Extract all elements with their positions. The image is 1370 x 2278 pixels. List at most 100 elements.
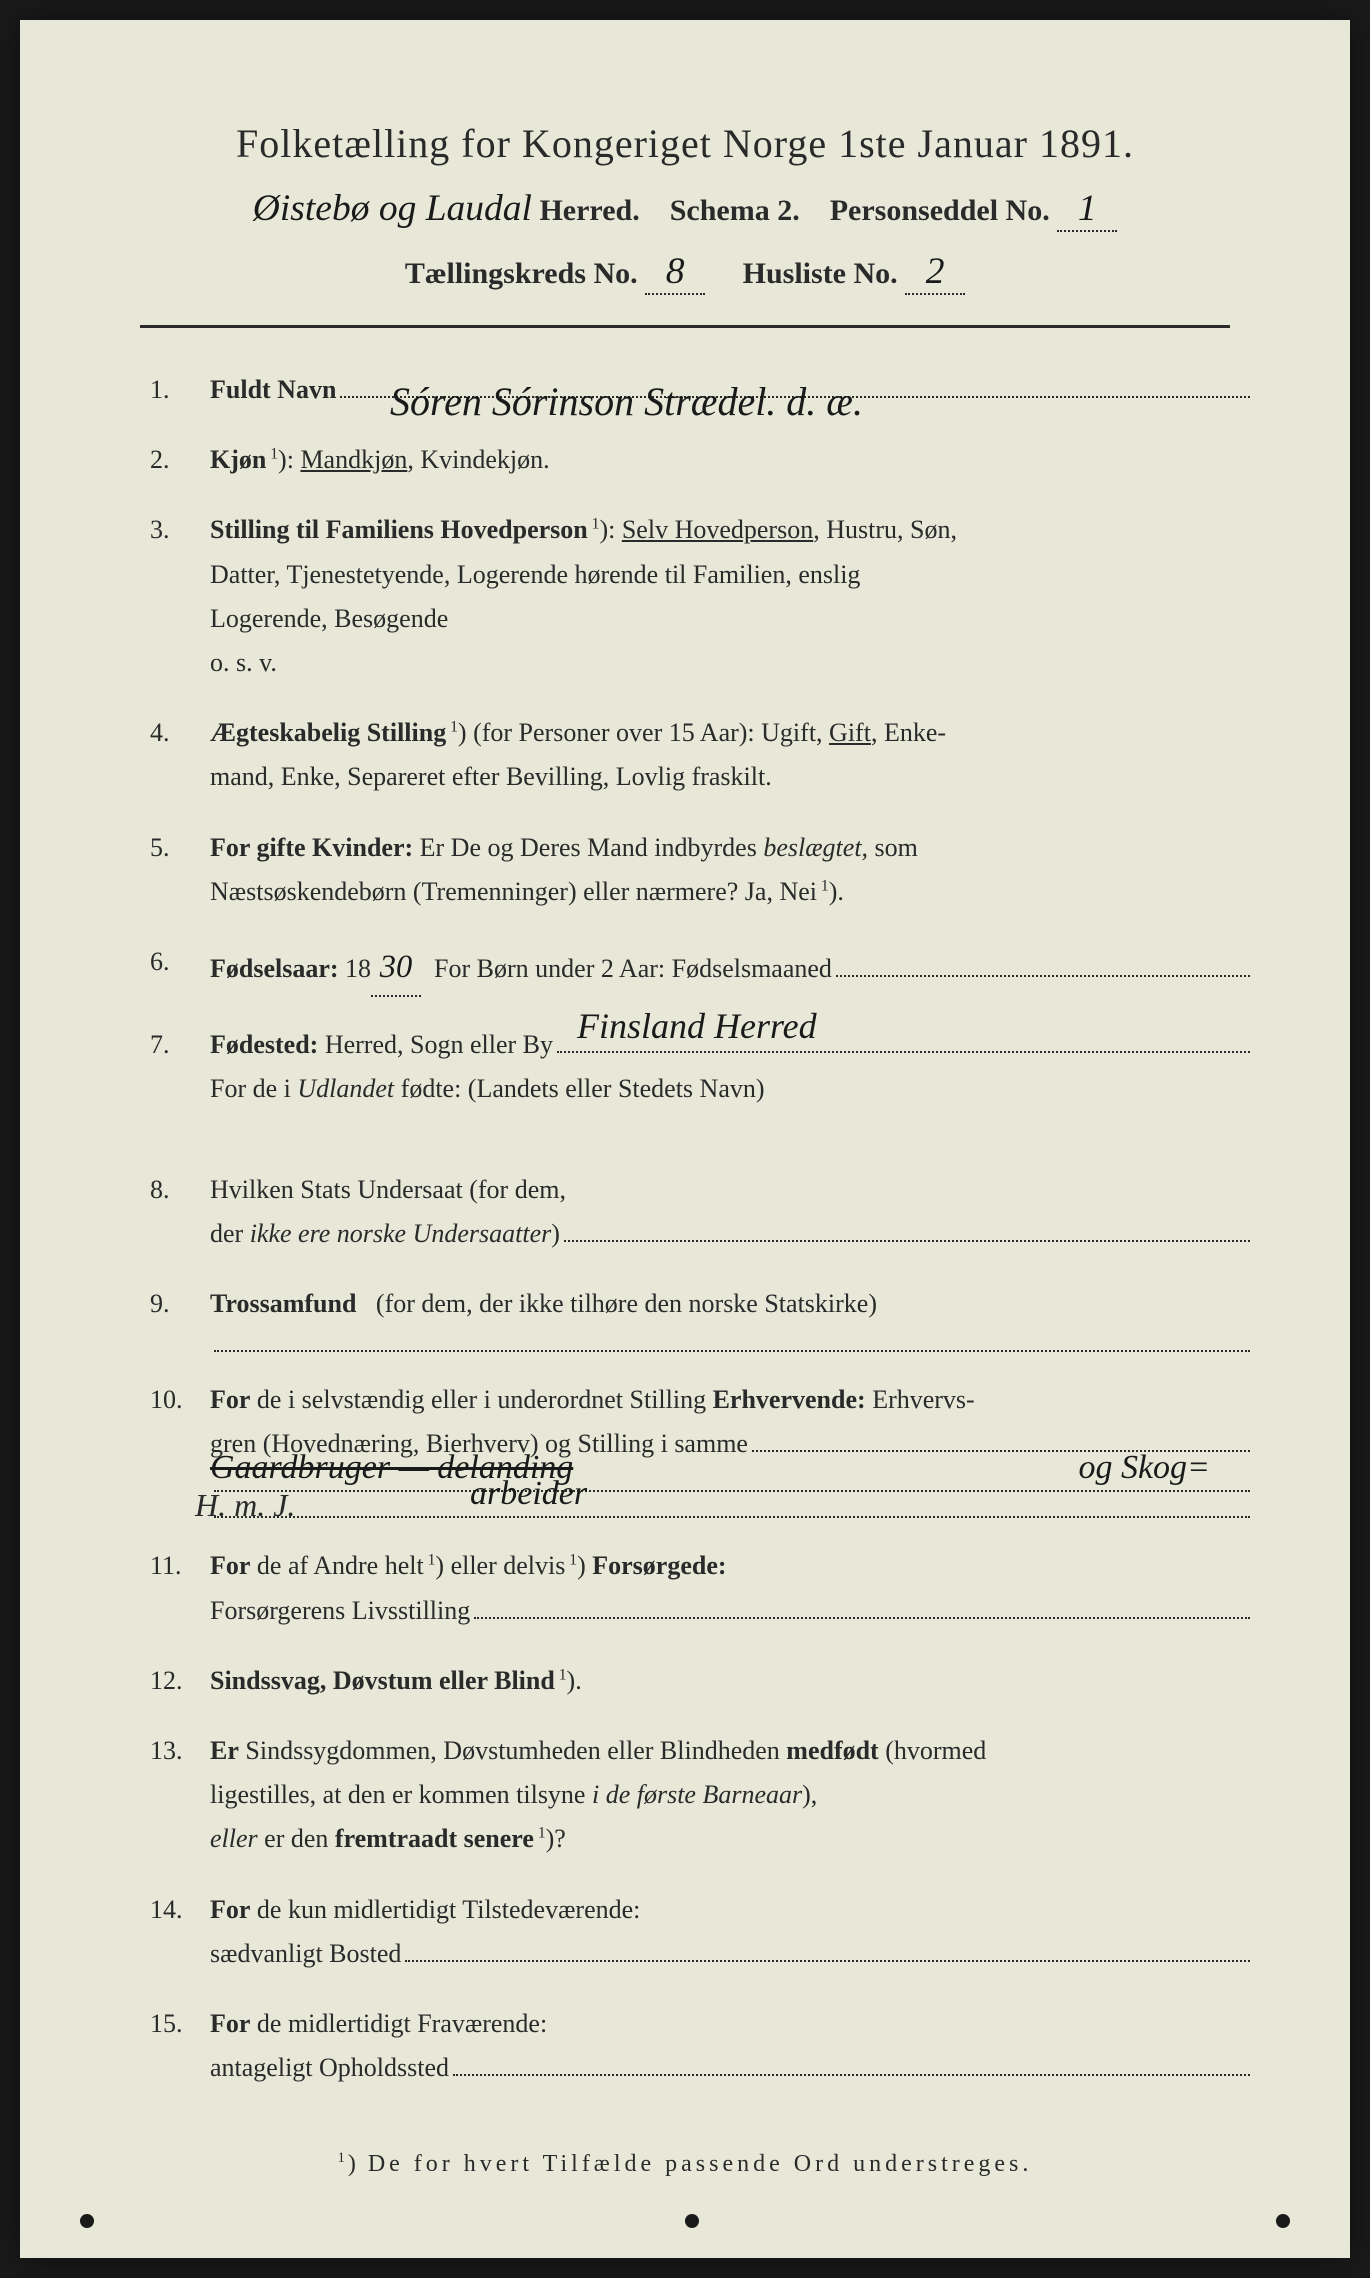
item-8-line2a: der bbox=[210, 1212, 243, 1256]
item-5-label: For gifte Kvinder: bbox=[210, 833, 413, 862]
item-4-line2: mand, Enke, Separeret efter Bevilling, L… bbox=[210, 762, 772, 791]
item-14-line1: de kun midlertidigt Tilstedeværende: bbox=[257, 1895, 640, 1924]
item-15-body: For de midlertidigt Fraværende: antageli… bbox=[210, 2002, 1250, 2090]
form-title: Folketælling for Kongeriget Norge 1ste J… bbox=[110, 120, 1260, 167]
item-14-body: For de kun midlertidigt Tilstedeværende:… bbox=[210, 1888, 1250, 1976]
item-4-label: Ægteskabelig Stilling bbox=[210, 718, 446, 747]
item-3-underlined: Selv Hovedperson bbox=[622, 515, 813, 544]
item-4-num: 4. bbox=[150, 711, 210, 799]
item-11-sup2: 1 bbox=[569, 1552, 577, 1569]
item-4-body: Ægteskabelig Stilling 1) (for Personer o… bbox=[210, 711, 1250, 799]
item-13-line1: Sindssygdommen, Døvstumheden eller Blind… bbox=[245, 1736, 779, 1765]
personseddel-no: 1 bbox=[1057, 187, 1117, 232]
birth-year: 30 bbox=[371, 940, 421, 997]
item-14-label: For bbox=[210, 1895, 250, 1924]
item-9-rest: (for dem, der ikke tilhøre den norske St… bbox=[376, 1289, 877, 1318]
item-11-line2: Forsørgerens Livsstilling bbox=[210, 1589, 470, 1633]
item-9-num: 9. bbox=[150, 1282, 210, 1352]
birthplace-value: Finsland Herred bbox=[577, 996, 817, 1057]
header-line-3: Tællingskreds No. 8 Husliste No. 2 bbox=[110, 250, 1260, 295]
tack-center bbox=[685, 2214, 699, 2228]
herred-handwritten: Øistebø og Laudal bbox=[253, 187, 532, 230]
dotted-fill bbox=[564, 1216, 1250, 1242]
item-15-num: 15. bbox=[150, 2002, 210, 2090]
item-11: 11. For de af Andre helt 1) eller delvis… bbox=[150, 1544, 1250, 1632]
item-8-italic: ikke ere norske Undersaatter bbox=[250, 1212, 552, 1256]
dotted-fill bbox=[474, 1593, 1250, 1619]
item-15-label: For bbox=[210, 2009, 250, 2038]
item-2-num: 2. bbox=[150, 438, 210, 482]
taellingskreds-no: 8 bbox=[645, 250, 705, 295]
item-13-line1b: (hvormed bbox=[885, 1736, 986, 1765]
dotted-fill bbox=[405, 1936, 1250, 1962]
item-12-num: 12. bbox=[150, 1659, 210, 1703]
item-7-italic2: Udlandet bbox=[297, 1074, 394, 1103]
item-7-line2b: fødte: (Landets eller Stedets Navn) bbox=[401, 1074, 765, 1103]
item-11-label: For bbox=[210, 1551, 250, 1580]
item-12: 12. Sindssvag, Døvstum eller Blind 1). bbox=[150, 1659, 1250, 1703]
item-13-italic2: i de første Barneaar bbox=[592, 1780, 802, 1809]
tack-right bbox=[1276, 2214, 1290, 2228]
item-4-paren: (for Personer over 15 Aar): bbox=[473, 718, 755, 747]
item-11-sup1: 1 bbox=[428, 1552, 436, 1569]
item-12-label: Sindssvag, Døvstum eller Blind bbox=[210, 1666, 555, 1695]
item-13-label: Er bbox=[210, 1736, 239, 1765]
item-1-body: Fuldt Navn Sóren Sórinson Strædel. d. æ. bbox=[210, 368, 1250, 412]
item-8-body: Hvilken Stats Undersaat (for dem, der ik… bbox=[210, 1168, 1250, 1256]
header-divider bbox=[140, 325, 1230, 328]
item-13: 13. Er Sindssygdommen, Døvstumheden elle… bbox=[150, 1729, 1250, 1862]
dotted-fill: Finsland Herred bbox=[557, 1027, 1250, 1053]
form-header: Folketælling for Kongeriget Norge 1ste J… bbox=[110, 120, 1260, 295]
item-6-label: Fødselsaar: bbox=[210, 947, 339, 991]
item-11-num: 11. bbox=[150, 1544, 210, 1632]
item-1-num: 1. bbox=[150, 368, 210, 412]
item-3: 3. Stilling til Familiens Hovedperson 1)… bbox=[150, 508, 1250, 685]
item-13-body: Er Sindssygdommen, Døvstumheden eller Bl… bbox=[210, 1729, 1250, 1862]
item-3-line2: Datter, Tjenestetyende, Logerende hørend… bbox=[210, 560, 860, 589]
full-name-value: Sóren Sórinson Strædel. d. æ. bbox=[390, 368, 863, 436]
item-7-num: 7. bbox=[150, 1023, 210, 1111]
item-6-num: 6. bbox=[150, 940, 210, 997]
item-7-body: Fødested: Herred, Sogn eller By Finsland… bbox=[210, 1023, 1250, 1111]
item-2-label: Kjøn bbox=[210, 445, 266, 474]
item-15-line1: de midlertidigt Fraværende: bbox=[257, 2009, 547, 2038]
item-10-line1b: Erhvervs- bbox=[872, 1385, 975, 1414]
item-5-body: For gifte Kvinder: Er De og Deres Mand i… bbox=[210, 826, 1250, 914]
item-9-body: Trossamfund (for dem, der ikke tilhøre d… bbox=[210, 1282, 1250, 1352]
item-4: 4. Ægteskabelig Stilling 1) (for Persone… bbox=[150, 711, 1250, 799]
dotted-fill bbox=[214, 1492, 1250, 1518]
item-7-line1: Herred, Sogn eller By bbox=[325, 1023, 553, 1067]
item-5-sup: 1 bbox=[821, 877, 829, 894]
herred-label: Herred. bbox=[539, 194, 639, 227]
item-6: 6. Fødselsaar: 1830 For Børn under 2 Aar… bbox=[150, 940, 1250, 997]
item-3-line3: Logerende, Besøgende bbox=[210, 604, 448, 633]
item-3-sup: 1 bbox=[592, 516, 600, 533]
item-10: H. m. J. 10. For de i selvstændig eller … bbox=[150, 1378, 1250, 1518]
item-8: 8. Hvilken Stats Undersaat (for dem, der… bbox=[150, 1168, 1250, 1256]
item-11-line1a: de af Andre helt bbox=[257, 1551, 424, 1580]
item-10-bold2: Erhvervende: bbox=[713, 1385, 866, 1414]
item-13-bold2: medfødt bbox=[786, 1736, 878, 1765]
item-13-num: 13. bbox=[150, 1729, 210, 1862]
item-13-line3c: ? bbox=[554, 1824, 566, 1853]
header-line-2: Øistebø og Laudal Herred. Schema 2. Pers… bbox=[110, 187, 1260, 232]
census-form-page: Folketælling for Kongeriget Norge 1ste J… bbox=[20, 20, 1350, 2258]
footnote-text: De for hvert Tilfælde passende Ord under… bbox=[368, 2151, 1033, 2177]
item-5-num: 5. bbox=[150, 826, 210, 914]
tack-left bbox=[80, 2214, 94, 2228]
item-8-num: 8. bbox=[150, 1168, 210, 1256]
item-14-num: 14. bbox=[150, 1888, 210, 1976]
item-2-underlined: Mandkjøn bbox=[300, 445, 407, 474]
item-13-bold3: fremtraadt senere bbox=[335, 1824, 534, 1853]
item-13-line2b: ), bbox=[802, 1780, 817, 1809]
item-1: 1. Fuldt Navn Sóren Sórinson Strædel. d.… bbox=[150, 368, 1250, 412]
item-7-line2a: For de i bbox=[210, 1074, 291, 1103]
item-5-line1b: som bbox=[875, 833, 918, 862]
form-items: 1. Fuldt Navn Sóren Sórinson Strædel. d.… bbox=[110, 368, 1260, 2090]
item-5-line1: Er De og Deres Mand indbyrdes bbox=[420, 833, 757, 862]
footnote-sup: 1 bbox=[338, 2150, 348, 2166]
husliste-no: 2 bbox=[905, 250, 965, 295]
item-10-body: For de i selvstændig eller i underordnet… bbox=[210, 1378, 1250, 1518]
item-12-body: Sindssvag, Døvstum eller Blind 1). bbox=[210, 1659, 1250, 1703]
item-3-body: Stilling til Familiens Hovedperson 1): S… bbox=[210, 508, 1250, 685]
